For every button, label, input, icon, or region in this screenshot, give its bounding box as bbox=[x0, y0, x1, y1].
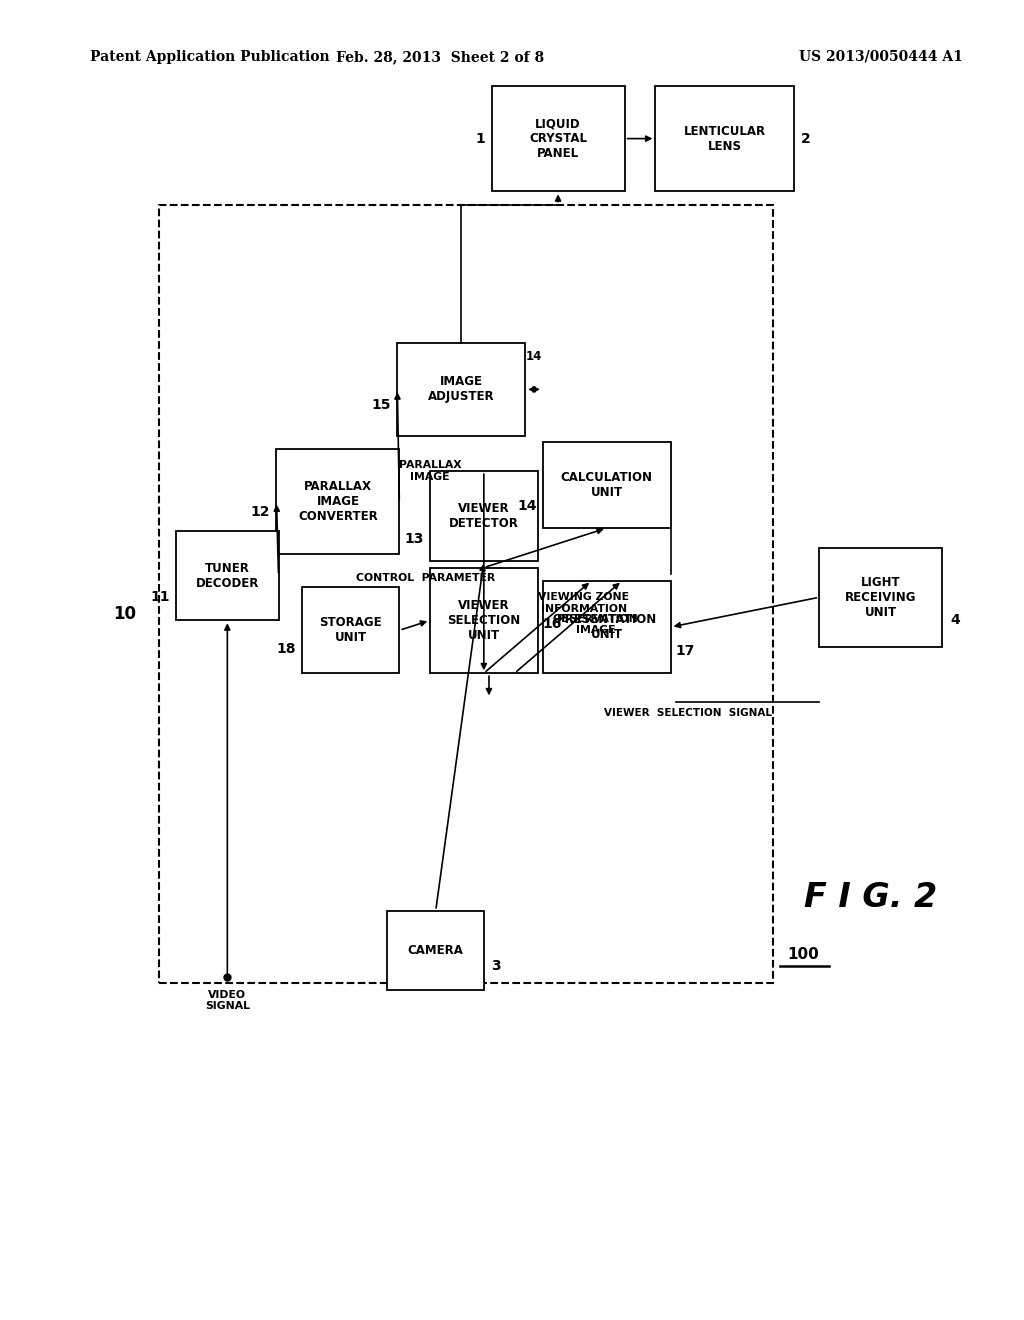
Bar bbox=[543, 442, 671, 528]
Text: 100: 100 bbox=[786, 946, 819, 962]
Text: Feb. 28, 2013  Sheet 2 of 8: Feb. 28, 2013 Sheet 2 of 8 bbox=[336, 50, 545, 63]
Bar bbox=[492, 86, 625, 191]
Text: VIDEO
SIGNAL: VIDEO SIGNAL bbox=[205, 990, 250, 1011]
Text: 2: 2 bbox=[801, 132, 811, 145]
Text: LIQUID
CRYSTAL
PANEL: LIQUID CRYSTAL PANEL bbox=[529, 117, 587, 160]
Text: CALCULATION
UNIT: CALCULATION UNIT bbox=[561, 471, 652, 499]
Text: 14: 14 bbox=[517, 499, 537, 512]
Text: OBSERVATION
IMAGE: OBSERVATION IMAGE bbox=[553, 614, 639, 635]
Bar bbox=[387, 911, 484, 990]
Bar bbox=[543, 581, 671, 673]
Bar bbox=[397, 343, 525, 436]
Text: CAMERA: CAMERA bbox=[408, 944, 464, 957]
Bar bbox=[430, 568, 538, 673]
Text: F I G. 2: F I G. 2 bbox=[804, 882, 937, 913]
Bar bbox=[159, 205, 773, 983]
Text: STORAGE
UNIT: STORAGE UNIT bbox=[319, 616, 382, 644]
Text: CONTROL  PARAMETER: CONTROL PARAMETER bbox=[356, 573, 496, 583]
Text: PRESENTATION
UNIT: PRESENTATION UNIT bbox=[557, 612, 656, 642]
Text: 11: 11 bbox=[151, 590, 170, 603]
Text: 16: 16 bbox=[543, 618, 562, 631]
Text: US 2013/0050444 A1: US 2013/0050444 A1 bbox=[799, 50, 963, 63]
Text: 13: 13 bbox=[404, 532, 424, 545]
Text: IMAGE
ADJUSTER: IMAGE ADJUSTER bbox=[428, 375, 495, 404]
Text: 3: 3 bbox=[492, 960, 501, 973]
Bar bbox=[276, 449, 399, 554]
Text: 15: 15 bbox=[372, 399, 391, 412]
Text: LENTICULAR
LENS: LENTICULAR LENS bbox=[683, 124, 766, 153]
Bar bbox=[655, 86, 794, 191]
Bar bbox=[819, 548, 942, 647]
Text: PARALLAX
IMAGE: PARALLAX IMAGE bbox=[398, 461, 462, 482]
Text: VIEWER
DETECTOR: VIEWER DETECTOR bbox=[449, 502, 519, 531]
Bar bbox=[176, 531, 279, 620]
Text: TUNER
DECODER: TUNER DECODER bbox=[196, 561, 259, 590]
Bar bbox=[430, 471, 538, 561]
Bar bbox=[302, 587, 399, 673]
Text: 1: 1 bbox=[475, 132, 485, 145]
Text: Patent Application Publication: Patent Application Publication bbox=[90, 50, 330, 63]
Text: 12: 12 bbox=[251, 506, 270, 519]
Text: LIGHT
RECEIVING
UNIT: LIGHT RECEIVING UNIT bbox=[845, 576, 916, 619]
Text: 10: 10 bbox=[114, 605, 136, 623]
Text: VIEWER  SELECTION  SIGNAL: VIEWER SELECTION SIGNAL bbox=[604, 708, 772, 718]
Text: 4: 4 bbox=[950, 614, 961, 627]
Text: VIEWING ZONE
INFORMATION: VIEWING ZONE INFORMATION bbox=[539, 593, 629, 614]
Text: VIEWER
SELECTION
UNIT: VIEWER SELECTION UNIT bbox=[447, 599, 520, 642]
Text: 14: 14 bbox=[526, 350, 542, 363]
Text: 18: 18 bbox=[276, 643, 296, 656]
Text: PARALLAX
IMAGE
CONVERTER: PARALLAX IMAGE CONVERTER bbox=[298, 480, 378, 523]
Text: 17: 17 bbox=[676, 644, 695, 657]
